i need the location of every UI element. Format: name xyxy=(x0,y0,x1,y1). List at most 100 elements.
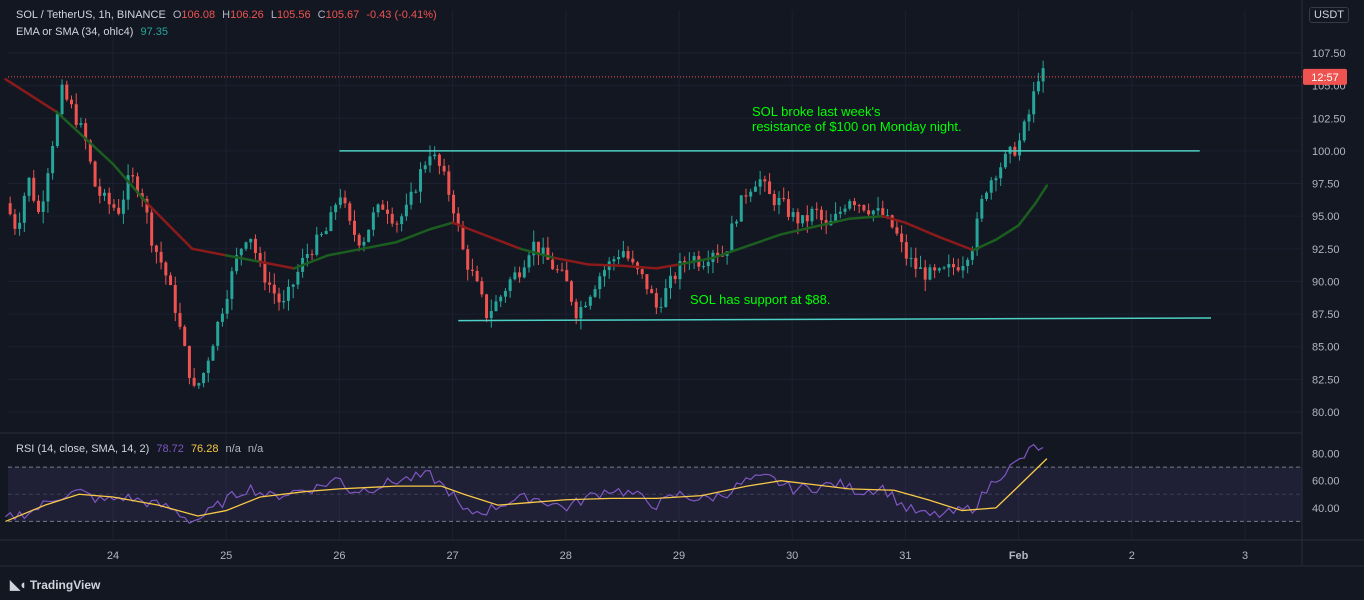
rsi-tick-label: 40.00 xyxy=(1312,503,1340,515)
candle-body xyxy=(461,225,465,250)
candle-body xyxy=(1022,121,1026,141)
candle-body xyxy=(871,210,875,215)
candle-body xyxy=(536,241,540,256)
candle-body xyxy=(857,205,861,207)
axes: 107.50105.00102.50100.0097.5095.0092.509… xyxy=(0,0,1364,567)
candle-body xyxy=(169,275,173,286)
candle-body xyxy=(22,195,26,223)
ema-segment xyxy=(553,256,590,266)
candle-body xyxy=(796,212,800,224)
ema-segment xyxy=(621,264,658,270)
candle-body xyxy=(18,222,22,229)
ema-segment xyxy=(881,214,907,224)
candle-body xyxy=(900,233,904,243)
candle-body xyxy=(588,296,592,306)
candle-body xyxy=(8,203,12,215)
candle-body xyxy=(74,104,78,125)
candle-body xyxy=(909,257,913,259)
candle-body xyxy=(419,169,423,192)
resistance-annotation: SOL broke last week's resistance of $100 … xyxy=(752,104,962,134)
candle-body xyxy=(202,372,206,384)
candle-body xyxy=(206,360,210,373)
ema-segment xyxy=(813,217,851,228)
candle-body xyxy=(933,267,937,271)
price-tick-label: 82.50 xyxy=(1312,374,1340,386)
tradingview-logo[interactable]: ◣◖ TradingView xyxy=(10,577,100,593)
candle-body xyxy=(183,326,187,346)
candle-body xyxy=(112,204,116,208)
candle-body xyxy=(532,241,536,256)
candle-body xyxy=(324,230,328,235)
candle-body xyxy=(881,208,885,217)
candle-body xyxy=(131,175,135,177)
candle-body xyxy=(291,284,295,287)
candle-body xyxy=(1018,140,1022,156)
time-tick-label: 3 xyxy=(1242,550,1248,562)
indicator-legend[interactable]: EMA or SMA (34, ohlc4) 97.35 xyxy=(16,26,172,38)
rsi-na-2: n/a xyxy=(247,443,264,455)
candle-body xyxy=(985,192,989,200)
candle-body xyxy=(145,198,149,213)
ema-segment xyxy=(55,110,115,166)
ema-segment xyxy=(111,162,149,205)
candle-body xyxy=(386,209,390,214)
candle-body xyxy=(970,249,974,260)
candle-body xyxy=(956,267,960,271)
candle-body xyxy=(277,293,281,303)
candle-body xyxy=(51,146,55,174)
candle-body xyxy=(376,204,380,213)
time-tick-label: 27 xyxy=(446,550,458,562)
candle-body xyxy=(527,255,531,268)
ema-segment xyxy=(360,241,398,251)
candle-body xyxy=(225,298,229,314)
candle-body xyxy=(895,227,899,234)
resistance-annotation-line: resistance of $100 on Monday night. xyxy=(752,119,962,134)
candle-body xyxy=(739,195,743,222)
candle-body xyxy=(433,154,437,157)
candle-body xyxy=(834,213,838,221)
rsi-series xyxy=(5,443,1048,525)
candle-body xyxy=(357,234,361,246)
candle-body xyxy=(598,276,602,290)
ema-segment xyxy=(847,214,885,221)
candle-body xyxy=(390,213,394,224)
low-label: L xyxy=(270,9,277,21)
current-price-badge xyxy=(1303,68,1347,85)
ema-segment xyxy=(972,238,998,252)
candle-body xyxy=(989,180,993,193)
candle-body xyxy=(862,205,866,211)
candle-body xyxy=(371,212,375,230)
candle-body xyxy=(914,257,918,269)
candle-body xyxy=(720,255,724,257)
candle-body xyxy=(772,194,776,206)
rsi-legend[interactable]: RSI (14, close, SMA, 14, 2) 78.72 76.28 … xyxy=(16,443,267,455)
ema-segment xyxy=(4,77,58,114)
candle-body xyxy=(88,140,92,162)
candle-body xyxy=(885,215,889,217)
candle-body xyxy=(683,260,687,264)
candle-body xyxy=(659,306,663,308)
candle-body xyxy=(560,269,564,271)
candle-body xyxy=(768,181,772,195)
candle-body xyxy=(810,208,814,222)
price-tick-label: 85.00 xyxy=(1312,342,1340,354)
candle-body xyxy=(470,269,474,271)
ema-segment xyxy=(779,225,817,236)
ema-segment xyxy=(994,224,1020,241)
price-tick-label: 95.00 xyxy=(1312,211,1340,223)
candle-body xyxy=(352,220,356,235)
candle-body xyxy=(395,223,399,225)
candle-body xyxy=(961,265,965,271)
trendlines[interactable] xyxy=(339,150,1212,322)
time-tick-label: 29 xyxy=(673,550,685,562)
symbol-title: SOL / TetherUS, 1h, BINANCE xyxy=(16,9,166,21)
candle-body xyxy=(706,262,710,267)
candle-body xyxy=(36,200,40,212)
candle-body xyxy=(456,213,460,226)
ema-segment xyxy=(1034,184,1049,205)
candle-body xyxy=(41,201,45,212)
currency-badge[interactable]: USDT xyxy=(1309,7,1349,23)
ema-segment xyxy=(292,254,330,270)
ema-segment xyxy=(519,247,556,260)
